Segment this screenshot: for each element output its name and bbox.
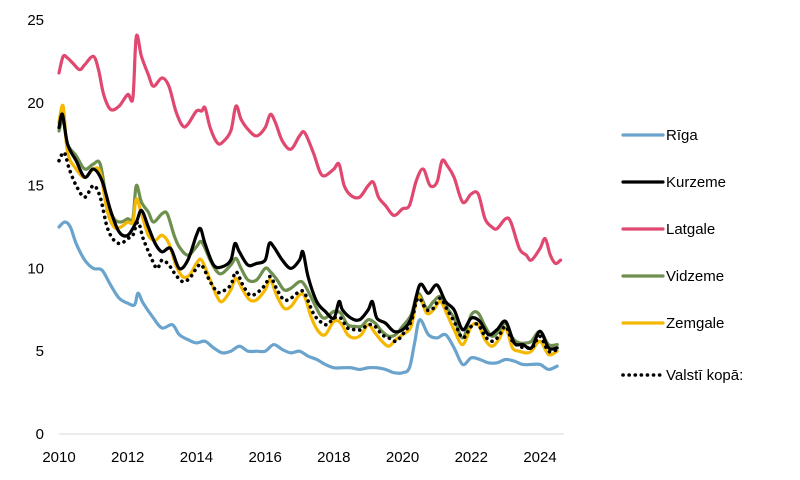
x-tick-label: 2018 <box>317 449 350 466</box>
y-tick-label: 0 <box>36 426 44 443</box>
series-line-r-ga <box>57 220 559 375</box>
legend-label: Zemgale <box>666 315 724 332</box>
legend-label: Latgale <box>666 221 715 238</box>
x-tick-label: 2020 <box>386 449 419 466</box>
x-tick-label: 2012 <box>111 449 144 466</box>
x-tick-label: 2016 <box>248 449 281 466</box>
x-tick-label: 2022 <box>455 449 488 466</box>
x-axis-ticks: 2010 2012 2014 2016 2018 2020 2022 2024 <box>42 449 556 466</box>
series-line-valst-kop <box>57 150 559 354</box>
series-line-kurzeme <box>57 112 559 351</box>
legend-label: Rīga <box>666 127 698 144</box>
series-lines <box>57 33 563 375</box>
y-tick-label: 5 <box>36 343 44 360</box>
y-tick-label: 25 <box>27 12 44 29</box>
legend-label: Valstī kopā: <box>666 367 743 384</box>
legend: Rīga Kurzeme Latgale Vidzeme Zemgale Valstī k… <box>621 127 743 384</box>
y-tick-label: 10 <box>27 260 44 277</box>
series-line-latgale <box>57 33 563 266</box>
series-line-vidzeme <box>57 117 559 348</box>
x-tick-label: 2024 <box>523 449 556 466</box>
y-tick-label: 20 <box>27 95 44 112</box>
x-tick-label: 2010 <box>42 449 75 466</box>
x-tick-label: 2014 <box>180 449 213 466</box>
y-axis-ticks: 0 5 10 15 20 25 <box>27 12 44 443</box>
legend-label: Kurzeme <box>666 174 726 191</box>
legend-label: Vidzeme <box>666 268 724 285</box>
y-tick-label: 15 <box>27 178 44 195</box>
